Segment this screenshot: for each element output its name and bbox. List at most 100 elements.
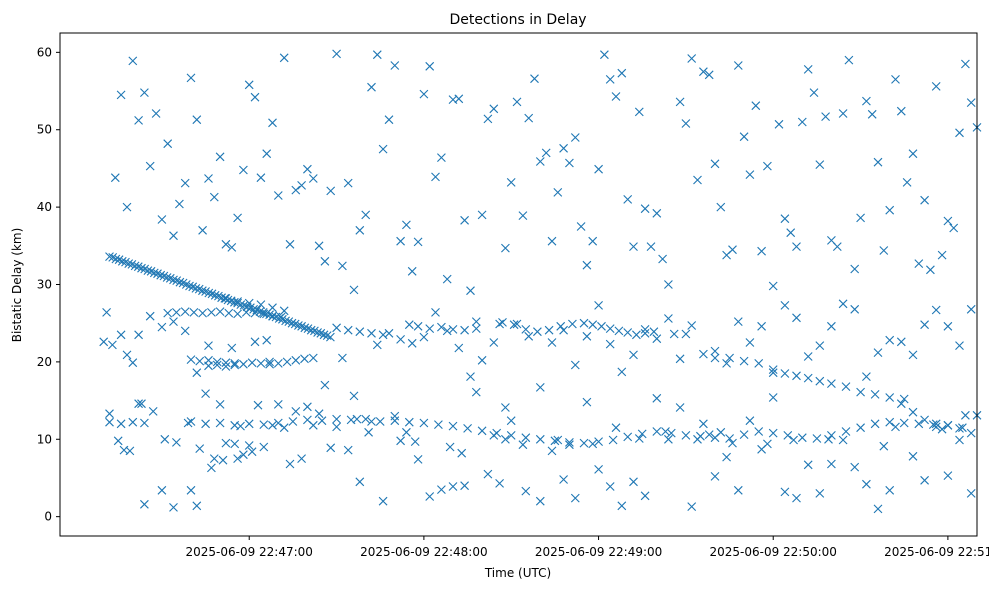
x-tick-label: 2025-06-09 22:51:00	[884, 545, 989, 559]
data-point	[827, 459, 836, 469]
data-point	[437, 322, 446, 332]
data-point	[122, 350, 132, 360]
data-point	[191, 284, 201, 293]
data-point	[209, 192, 219, 202]
data-point	[891, 75, 900, 84]
data-point	[259, 309, 269, 319]
data-point	[239, 359, 248, 369]
data-point	[198, 286, 207, 296]
data-point	[506, 178, 516, 187]
data-point	[780, 369, 790, 378]
data-point	[768, 365, 778, 374]
data-point	[390, 411, 400, 421]
data-point	[512, 97, 522, 107]
data-point	[495, 319, 504, 329]
data-point	[113, 436, 123, 446]
data-point	[955, 424, 964, 433]
data-point	[501, 243, 510, 253]
data-point	[687, 502, 697, 511]
data-point	[233, 309, 242, 319]
data-point	[276, 312, 286, 322]
data-point	[125, 446, 135, 456]
data-point	[454, 94, 464, 104]
data-point	[303, 164, 312, 174]
data-point	[815, 160, 825, 169]
data-point	[815, 489, 825, 498]
data-point	[192, 368, 202, 378]
data-point	[739, 132, 749, 142]
data-points	[99, 49, 982, 514]
data-point	[124, 259, 134, 268]
data-point	[699, 349, 708, 359]
data-point	[483, 469, 493, 479]
data-point	[789, 435, 798, 445]
data-point	[856, 213, 865, 223]
data-point	[320, 380, 330, 390]
data-point	[914, 259, 924, 268]
data-point	[145, 161, 155, 171]
x-axis-ticks: 2025-06-09 22:47:00 2025-06-09 22:48:00 20…	[185, 536, 989, 559]
data-point	[413, 455, 423, 464]
data-point	[134, 330, 143, 340]
data-point	[716, 427, 726, 437]
data-point	[466, 372, 475, 381]
data-point	[640, 325, 650, 334]
data-point	[955, 435, 964, 445]
data-point	[224, 308, 234, 318]
data-point	[899, 394, 909, 404]
data-point	[163, 139, 173, 149]
data-point	[367, 417, 376, 426]
data-point	[605, 324, 615, 333]
data-point	[870, 419, 880, 429]
data-point	[745, 170, 755, 179]
data-point	[314, 409, 324, 419]
data-point	[282, 357, 292, 367]
data-point	[256, 173, 266, 183]
data-point	[396, 236, 405, 246]
data-point	[783, 431, 793, 440]
data-point	[306, 325, 316, 335]
data-point	[239, 165, 248, 175]
data-point	[943, 420, 953, 430]
data-point	[233, 454, 242, 463]
data-point	[175, 199, 184, 209]
data-point	[448, 482, 458, 491]
data-point	[815, 341, 825, 350]
data-point	[780, 301, 790, 310]
data-point	[332, 49, 341, 59]
data-point	[108, 340, 117, 350]
data-point	[253, 400, 263, 410]
x-axis-label: Time (UTC)	[484, 566, 551, 580]
data-point	[489, 431, 499, 440]
data-point	[512, 319, 522, 329]
data-point	[375, 417, 385, 426]
data-point	[541, 148, 551, 158]
data-point	[669, 329, 679, 339]
data-point	[961, 410, 970, 420]
data-point	[355, 327, 365, 337]
data-point	[294, 321, 303, 330]
data-point	[326, 186, 336, 196]
data-point	[797, 433, 807, 443]
data-point	[140, 499, 149, 509]
data-point	[463, 424, 472, 433]
data-point	[495, 479, 504, 488]
data-point	[130, 261, 140, 271]
data-point	[308, 353, 318, 363]
data-point	[338, 353, 347, 363]
data-point	[908, 451, 918, 461]
data-point	[896, 106, 906, 116]
data-point	[413, 237, 423, 247]
data-point	[471, 387, 481, 397]
data-point	[634, 107, 644, 117]
data-point	[966, 489, 976, 498]
data-point	[343, 178, 353, 188]
data-point	[594, 465, 603, 474]
data-point	[117, 256, 127, 266]
data-point	[803, 352, 813, 361]
data-point	[850, 462, 860, 472]
data-point	[372, 50, 382, 60]
data-point	[378, 144, 388, 154]
data-point	[899, 418, 909, 428]
data-point	[547, 236, 557, 246]
